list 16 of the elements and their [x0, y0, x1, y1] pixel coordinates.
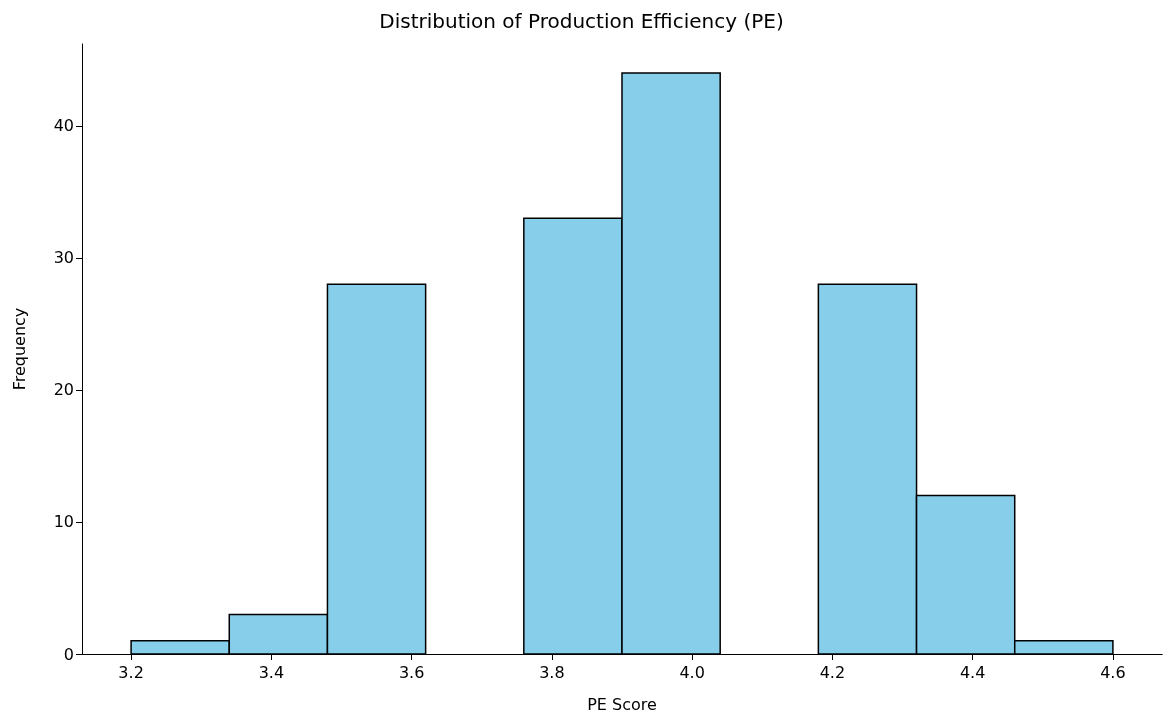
y-tick-label: 10 [53, 512, 74, 532]
x-tick-label: 3.2 [118, 662, 144, 682]
x-tick-label: 4.4 [959, 662, 986, 682]
x-tick-label: 3.4 [258, 662, 285, 682]
x-tick-label: 4.2 [819, 662, 846, 682]
x-tick-label: 3.8 [539, 662, 565, 682]
x-axis-title: PE Score [587, 694, 657, 714]
y-tick-label: 20 [53, 380, 74, 400]
x-tick-label: 4.6 [1100, 662, 1126, 682]
y-axis-title: Frequency [9, 307, 29, 391]
y-tick-label: 30 [53, 248, 74, 268]
x-tick-label: 4.0 [679, 662, 705, 682]
y-tick-label: 0 [63, 644, 74, 664]
x-tick-label: 3.6 [398, 662, 425, 682]
chart-title: Distribution of Production Efficiency (PE) [379, 9, 784, 33]
y-tick-label: 40 [53, 116, 74, 136]
